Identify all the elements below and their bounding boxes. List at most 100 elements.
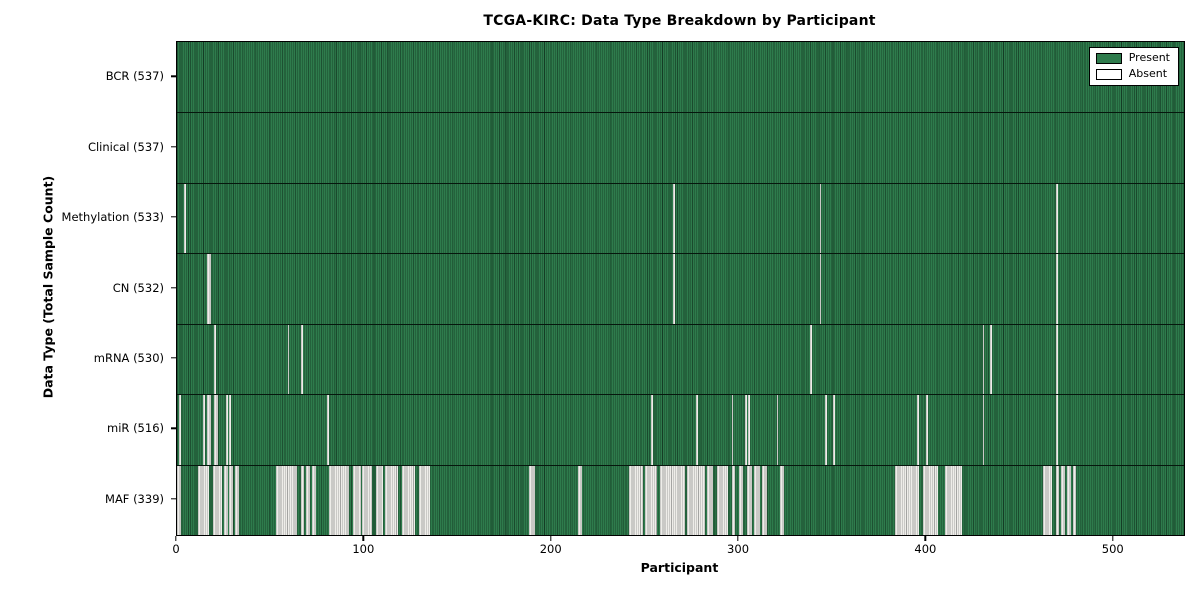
absent-stripe-maf [1042,465,1052,535]
x-tick-label-300: 300 [727,542,750,556]
absent-stripe-maf [418,465,430,535]
absent-stripe-maf [894,465,919,535]
y-tick-mark [171,75,176,77]
absent-stripe-maf [945,465,962,535]
row-clinical [177,112,1184,183]
absent-stripe-maf [660,465,685,535]
absent-stripe-maf [401,465,415,535]
row-mir [177,394,1184,465]
y-tick-label-methylation: Methylation (533) [61,210,164,225]
absent-stripe-cn [673,254,676,324]
absent-stripe-mir [832,395,835,465]
absent-stripe-mir [917,395,919,465]
absent-stripe-maf [235,465,239,535]
absent-stripe-methylation [819,183,822,254]
absent-stripe-maf [922,465,938,535]
y-tick-mark [171,145,176,148]
absent-stripe-methylation [184,183,187,254]
absent-stripe-maf [731,465,736,535]
y-tick-mark [171,216,176,218]
absent-stripe-maf [197,465,209,535]
absent-stripe-maf [739,465,743,535]
x-tick-label-200: 200 [539,542,562,556]
legend-item-absent: Absent [1095,67,1170,80]
absent-stripe-maf [780,465,784,535]
x-tick-mark [175,536,177,541]
x-tick-label-400: 400 [914,542,937,556]
legend-label-absent: Absent [1128,67,1168,80]
absent-stripe-maf [328,465,350,535]
absent-stripe-mir [214,395,219,465]
x-tick-mark [549,536,552,541]
absent-stripe-mrna [982,324,985,395]
absent-stripe-maf [628,465,644,535]
y-tick-mark [171,286,176,289]
absent-stripe-maf [529,465,535,535]
present-swatch-icon [1095,52,1122,64]
y-tick-label-mrna: mRNA (530) [93,350,164,365]
y-tick-label-maf: MAF (339) [105,491,164,506]
absent-stripe-maf [177,465,181,535]
x-tick-label-100: 100 [352,542,375,556]
x-tick-mark [362,536,365,541]
row-mrna [177,323,1184,395]
x-tick-label-500: 500 [1101,542,1124,556]
absent-stripe-cn [206,254,211,324]
absent-stripe-mrna [1055,324,1058,395]
absent-stripe-mrna [300,324,303,395]
absent-stripe-maf [1066,465,1071,535]
absent-stripe-mir [225,395,228,465]
absent-stripe-maf [1072,465,1077,535]
absent-stripe-mir [731,395,734,465]
absent-stripe-mir [695,395,698,465]
absent-stripe-maf [276,465,297,535]
absent-stripe-mir [326,395,329,465]
absent-stripe-maf [353,465,361,535]
absent-stripe-mrna [287,324,290,395]
absent-stripe-maf [761,465,768,535]
absent-stripe-mir [926,395,929,465]
y-tick-label-mir: miR (516) [107,421,164,436]
absent-stripe-maf [362,465,372,535]
x-tick-mark [1112,536,1114,541]
row-methylation [177,182,1184,254]
absent-stripe-maf [384,465,399,535]
absent-stripe-maf [716,465,728,535]
absent-stripe-mrna [990,324,992,395]
absent-stripe-maf [577,465,582,535]
absent-stripe-maf [311,465,316,535]
absent-stripe-maf [212,465,222,535]
x-tick-label-0: 0 [172,542,180,556]
legend-label-present: Present [1128,51,1170,64]
absent-stripe-mir [825,395,828,465]
absent-stripe-maf [229,465,234,535]
y-tick-label-clinical: Clinical (537) [87,139,164,154]
absent-stripe-maf [686,465,706,535]
absent-stripe-mir [650,395,653,465]
y-tick-mark [171,357,176,359]
absent-stripe-maf [1055,465,1060,535]
y-tick-label-cn: CN (532) [112,280,164,295]
absent-stripe-maf [306,465,310,535]
absent-stripe-mir [203,395,206,465]
absent-stripe-maf [375,465,384,535]
row-cn [177,253,1184,324]
absent-stripe-cn [819,254,822,324]
absent-stripe-maf [707,465,713,535]
absent-stripe-maf [746,465,753,535]
absent-stripe-mrna [810,324,813,395]
absent-stripe-maf [1061,465,1066,535]
absent-stripe-maf [645,465,657,535]
absent-stripe-cn [1055,254,1058,324]
y-tick-mark [171,498,176,500]
absent-swatch-icon [1095,68,1122,80]
absent-stripe-mir [229,395,232,465]
legend-item-present: Present [1095,51,1170,64]
x-axis-label: Participant [640,560,719,575]
row-bcr [177,42,1184,113]
absent-stripe-maf [300,465,305,535]
row-maf [177,464,1184,535]
absent-stripe-mir [744,395,747,465]
chart-title: TCGA-KIRC: Data Type Breakdown by Partic… [483,13,876,29]
